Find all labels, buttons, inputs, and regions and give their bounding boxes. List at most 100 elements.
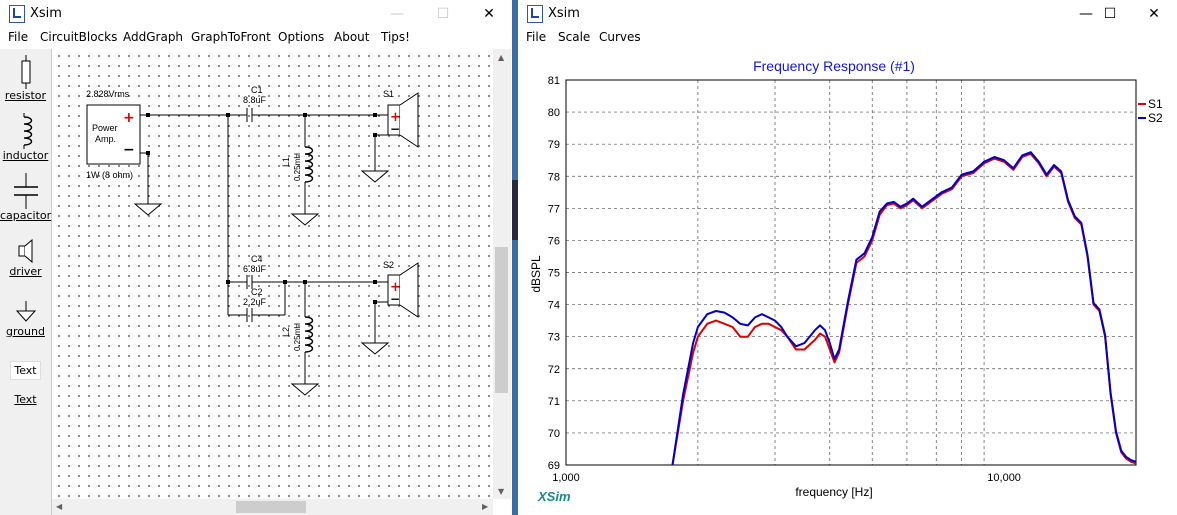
l1-name-label: L1	[281, 157, 291, 167]
amp-label-line1: Power	[92, 123, 118, 133]
minimize-button[interactable]: —	[1079, 6, 1093, 22]
y-tick-label: 70	[548, 428, 560, 440]
x-axis-label: frequency [Hz]	[795, 485, 872, 499]
menu-about[interactable]: About	[334, 30, 370, 44]
title-bar[interactable]: Xsim — ☐ ✕	[518, 0, 1177, 28]
scroll-down-icon[interactable]: ▼	[498, 487, 505, 496]
scroll-left-icon[interactable]: ◀	[56, 502, 63, 511]
graph-window: Xsim — ☐ ✕ File Scale Curves 69 70 71 72 73 7…	[518, 0, 1177, 515]
y-tick-label: 69	[548, 460, 560, 472]
title-bar[interactable]: Xsim — ☐ ✕	[0, 0, 512, 28]
chart-title: Frequency Response (#1)	[753, 58, 915, 74]
brand-label: XSim	[537, 489, 571, 504]
scroll-thumb[interactable]	[495, 247, 508, 393]
menu-file[interactable]: File	[526, 30, 547, 44]
c1-name-label: C1	[251, 85, 263, 95]
scroll-right-icon[interactable]: ▶	[482, 502, 489, 511]
s2-plus-sign: +	[390, 280, 401, 295]
minimize-button[interactable]: —	[390, 6, 404, 22]
palette-label: capacitor	[0, 209, 52, 222]
desktop-gap	[512, 0, 518, 515]
c2-name-label: C2	[251, 287, 263, 297]
y-tick-label: 75	[548, 268, 560, 280]
palette-label: driver	[9, 265, 42, 278]
s1-minus-sign: −	[390, 122, 400, 136]
s2-name-label: S2	[383, 260, 394, 270]
legend-label: S1	[1148, 97, 1163, 111]
y-axis-label: dBSPL	[529, 255, 543, 293]
palette-resistor[interactable]: resistor	[0, 55, 51, 102]
y-tick-label: 79	[548, 139, 560, 151]
vertical-scrollbar[interactable]: ▲ ▼	[493, 49, 511, 499]
app-icon	[9, 5, 25, 23]
ground-icon	[15, 301, 36, 322]
amp-label-line2: Amp.	[95, 134, 116, 144]
menu-bar: File CircuitBlocks AddGraph GraphToFront…	[0, 28, 512, 48]
menu-curves[interactable]: Curves	[599, 30, 641, 44]
y-tick-label: 81	[548, 75, 560, 87]
maximize-button[interactable]: ☐	[1103, 6, 1117, 22]
c1-value-label: 8.8uF	[243, 95, 267, 105]
series-line-s1	[671, 152, 1137, 466]
app-icon	[527, 5, 543, 23]
y-tick-label: 78	[548, 171, 560, 183]
legend-label: S2	[1148, 111, 1163, 125]
chart-svg: 69 70 71 72 73 74 75 76 77 78 79 80 81 1,000 10,000 S1S…	[529, 58, 1163, 504]
menu-tips[interactable]: Tips!	[381, 30, 410, 44]
circuit-canvas[interactable]: 2.828Vrms Power Amp. 1W (8 ohm) C1 8.8uF…	[52, 49, 493, 499]
plot-group: 69 70 71 72 73 74 75 76 77 78 79 80 81 1,000 10,000 S1S…	[548, 75, 1163, 484]
palette-text-link[interactable]: Text	[0, 393, 51, 406]
palette-label: inductor	[2, 149, 49, 162]
s1-plus-sign: +	[390, 110, 401, 125]
palette-label: ground	[6, 325, 45, 338]
plot-frame	[565, 79, 1137, 466]
y-tick-label: 71	[548, 396, 560, 408]
horizontal-scrollbar[interactable]: ◀ ▶	[52, 499, 493, 515]
l2-value-label: 0.25mH	[293, 323, 302, 351]
y-tick-label: 80	[548, 107, 560, 119]
palette-label: resistor	[4, 89, 47, 102]
amp-minus-sign: −	[123, 142, 135, 158]
y-tick-label: 74	[548, 300, 560, 312]
capacitor-icon	[13, 173, 38, 209]
close-button[interactable]: ✕	[1148, 6, 1160, 22]
text-box: Text	[10, 361, 41, 380]
menu-scale[interactable]: Scale	[558, 30, 591, 44]
palette-inductor[interactable]: inductor	[0, 113, 51, 162]
c4-name-label: C4	[251, 254, 263, 264]
c2-value-label: 2.2uF	[243, 297, 267, 307]
amp-rating-label: 1W (8 ohm)	[86, 170, 133, 180]
menu-graphtofront[interactable]: GraphToFront	[191, 30, 271, 44]
window-title: Xsim	[30, 6, 62, 21]
x-tick-label: 10,000	[987, 472, 1021, 484]
menu-file[interactable]: File	[8, 30, 29, 44]
maximize-button[interactable]: ☐	[436, 6, 450, 22]
palette-driver[interactable]: driver	[0, 237, 51, 278]
scroll-thumb[interactable]	[236, 501, 306, 513]
y-tick-label: 76	[548, 235, 560, 247]
y-tick-label: 77	[548, 203, 560, 215]
l1-value-label: 0.25mH	[293, 153, 302, 181]
palette-capacitor[interactable]: capacitor	[0, 173, 51, 222]
menu-addgraph[interactable]: AddGraph	[123, 30, 184, 44]
palette-label: Text	[14, 393, 37, 406]
power-amp-block[interactable]	[86, 104, 141, 165]
close-button[interactable]: ✕	[483, 6, 495, 22]
s1-name-label: S1	[383, 89, 394, 99]
series-line-s2	[671, 151, 1137, 466]
circuit-window: Xsim — ☐ ✕ File CircuitBlocks AddGraph G…	[0, 0, 513, 515]
scroll-up-icon[interactable]: ▲	[498, 53, 505, 62]
menu-bar: File Scale Curves	[518, 28, 1177, 48]
palette-text[interactable]: Text	[0, 361, 51, 380]
driver-icon	[18, 238, 32, 264]
c4-value-label: 6.8uF	[243, 264, 267, 274]
amp-plus-sign: +	[123, 110, 135, 126]
palette-ground[interactable]: ground	[0, 299, 51, 338]
menu-circuitblocks[interactable]: CircuitBlocks	[40, 30, 118, 44]
inductor-icon	[23, 113, 32, 149]
circuit-schematic: 2.828Vrms Power Amp. 1W (8 ohm) C1 8.8uF…	[86, 85, 419, 396]
menu-options[interactable]: Options	[278, 30, 325, 44]
y-tick-label: 72	[548, 364, 560, 376]
frequency-response-chart[interactable]: 69 70 71 72 73 74 75 76 77 78 79 80 81 1,000 10,000 S1 S…	[518, 49, 1177, 515]
resistor-icon	[21, 55, 30, 89]
